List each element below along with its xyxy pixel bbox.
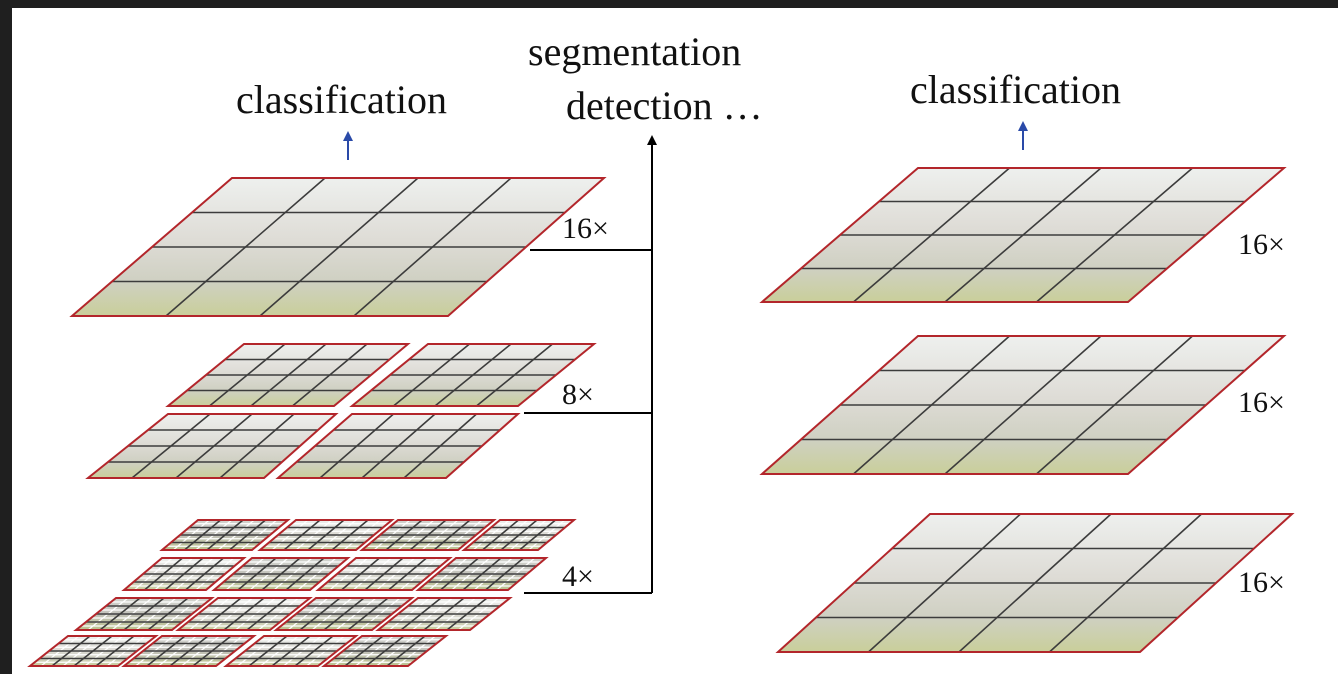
right-scale-16x-top: 16× [1238, 228, 1285, 261]
left-plane-8x-tile-3-grid-line [219, 413, 295, 479]
left-plane-4x-tile-1 [159, 519, 291, 551]
left-plane-4x-tile-5-grid-line [184, 557, 225, 591]
right-plane-top-border [759, 167, 1287, 303]
left-plane-8x-tile-2-border [349, 343, 597, 407]
left-plane-4x-tile-4-grid-line [518, 519, 557, 551]
left-plane-4x-tile-14-border [121, 635, 257, 667]
right-plane-middle-grid-line [1035, 335, 1194, 475]
left-plane-4x-tile-15 [223, 635, 359, 667]
left-plane-4x-tile-9-border [73, 597, 215, 631]
left-plane-4x-tile-4 [461, 519, 577, 551]
left-plane-4x-tile-9-grid-line [147, 597, 189, 631]
left-plane-8x-tile-2-grid-line [475, 343, 554, 407]
left-plane-4x-tile-13-border [27, 635, 159, 667]
left-plane-4x-tile-2-border [257, 519, 395, 551]
left-plane-4x-tile-5-border [121, 557, 247, 591]
left-plane-4x-tile-12-border [375, 597, 513, 631]
left-plane-4x-tile-7-border [315, 557, 453, 591]
right-scale-16x-bottom: 16× [1238, 566, 1285, 599]
left-plane-8x-tile-4-grid-line [403, 413, 478, 479]
left-plane-4x-tile-16-grid-line [386, 635, 426, 667]
left-classification-label: classification [236, 77, 448, 122]
right-plane-middle-border [759, 335, 1287, 475]
left-plane-4x-tile-1-grid-line [228, 519, 267, 551]
left-plane-8x-tile-1-border [165, 343, 411, 407]
left-plane-4x-tile-12 [375, 597, 513, 631]
right-plane-bottom [775, 513, 1295, 653]
right-plane-bottom-border [775, 513, 1295, 653]
left-plane-4x-tile-14 [121, 635, 257, 667]
left-plane-4x-tile-11-grid-line [347, 597, 389, 631]
left-plane-4x-tile-8-grid-line [484, 557, 525, 591]
plane-group [27, 167, 1295, 667]
left-plane-4x-tile-9 [73, 597, 215, 631]
left-plane-8x-tile-4-border [275, 413, 521, 479]
left-plane-4x-tile-4-border [461, 519, 577, 551]
left-plane-8x-tile-1 [165, 343, 411, 407]
left-plane-4x-tile-13-grid-line [95, 635, 135, 667]
left-plane-8x-tile-1-grid-line [291, 343, 368, 407]
left-plane-4x-tile-5 [121, 557, 247, 591]
left-plane-4x-tile-14-grid-line [192, 635, 232, 667]
right-scale-16x-middle: 16× [1238, 386, 1285, 419]
left-plane-16x [69, 177, 607, 317]
left-plane-8x-tile-4 [275, 413, 521, 479]
right-plane-top-grid-line [1035, 167, 1194, 303]
left-plane-16x-border [69, 177, 607, 317]
left-plane-4x-tile-13 [27, 635, 159, 667]
left-plane-4x-tile-1-border [159, 519, 291, 551]
left-plane-4x-tile-7-grid-line [387, 557, 428, 591]
left-plane-4x-tile-10-grid-line [246, 597, 288, 631]
left-plane-4x-tile-6-grid-line [285, 557, 325, 591]
left-plane-4x-tile-11-border [273, 597, 415, 631]
left-plane-4x-tile-3-border [359, 519, 497, 551]
left-plane-16x-grid-line [353, 177, 512, 317]
detection-label: detection … [566, 83, 763, 128]
left-plane-4x-tile-8-border [415, 557, 549, 591]
left-plane-4x-tile-3 [359, 519, 497, 551]
left-plane-4x-tile-16 [321, 635, 449, 667]
left-plane-4x-tile-6 [211, 557, 351, 591]
left-plane-4x-tile-11 [273, 597, 415, 631]
left-plane-4x-tile-10 [175, 597, 313, 631]
left-plane-4x-tile-15-border [223, 635, 359, 667]
right-classification-label: classification [910, 67, 1122, 112]
left-plane-8x-tile-3 [85, 413, 339, 479]
left-plane-4x-tile-7 [315, 557, 453, 591]
right-plane-top [759, 167, 1287, 303]
left-plane-4x-tile-2 [257, 519, 395, 551]
left-plane-4x-tile-3-grid-line [433, 519, 471, 551]
left-scale-4x: 4× [562, 560, 594, 593]
left-plane-4x-tile-12-grid-line [446, 597, 488, 631]
left-plane-4x-tile-10-border [175, 597, 313, 631]
right-plane-middle [759, 335, 1287, 475]
right-plane-bottom-grid-line [1048, 513, 1203, 653]
left-scale-16x: 16× [562, 212, 609, 245]
left-scale-8x: 8× [562, 378, 594, 411]
left-plane-4x-tile-15-grid-line [294, 635, 334, 667]
left-plane-8x-tile-3-border [85, 413, 339, 479]
left-plane-4x-tile-2-grid-line [331, 519, 369, 551]
left-plane-4x-tile-6-border [211, 557, 351, 591]
connector-group [343, 121, 1028, 594]
left-plane-4x-tile-16-border [321, 635, 449, 667]
segmentation-label: segmentation [528, 29, 742, 74]
left-plane-4x-tile-8 [415, 557, 549, 591]
left-plane-8x-tile-2 [349, 343, 597, 407]
